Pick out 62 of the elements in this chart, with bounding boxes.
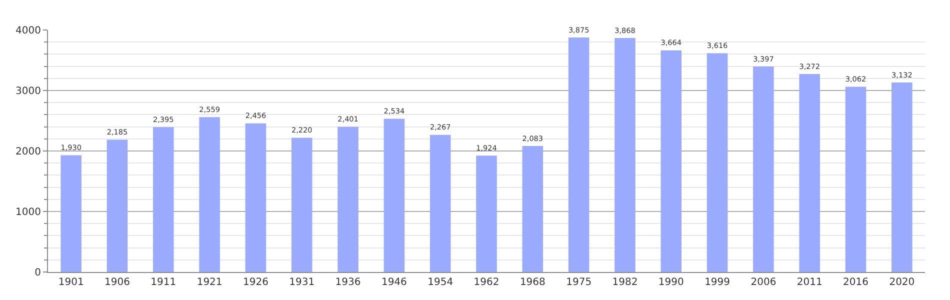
x-tick-label: 1954 [428,277,454,288]
x-tick-label: 1906 [104,277,130,288]
bar [799,74,820,272]
x-tick-label: 1968 [520,277,546,288]
bar [60,155,82,272]
y-tick-label: 1000 [16,207,41,218]
bar [614,38,636,272]
data-label: 1,924 [476,143,498,152]
bar [568,38,590,272]
bar [476,156,497,272]
data-label: 2,401 [338,114,358,124]
data-label: 2,220 [291,126,313,135]
data-label: 2,456 [245,111,266,120]
bar [522,146,544,272]
data-label: 2,559 [199,105,220,114]
x-tick-label: 1921 [196,277,222,288]
data-label: 3,062 [845,74,866,84]
x-tick-label: 2020 [889,277,915,288]
bar [245,123,266,272]
bar [845,86,866,272]
bar [199,117,220,272]
data-label: 1,930 [60,143,82,152]
x-tick-label: 1901 [58,277,84,288]
bar [430,134,451,272]
data-label: 3,875 [568,25,590,34]
y-tick-label: 3000 [16,86,41,97]
x-tick-label: 1990 [658,277,684,288]
x-tick-label: 1975 [566,277,592,288]
x-tick-label: 1926 [242,277,268,288]
x-tick-label: 1982 [612,277,638,288]
bar [153,127,174,272]
data-label: 2,083 [522,134,544,143]
bar [660,50,682,272]
x-tick-label: 1999 [704,277,730,288]
data-label: 2,185 [106,128,128,137]
x-tick-label: 1946 [381,277,407,288]
x-tick-label: 2016 [843,277,868,288]
bar [753,66,774,272]
bar [291,138,312,272]
bar [384,118,405,272]
x-tick-label: 1936 [335,277,361,288]
bar [338,126,358,272]
data-label: 3,868 [614,26,636,35]
x-tick-label: 1962 [474,277,500,288]
x-tick-label: 2006 [750,277,776,288]
x-tick-label: 2011 [796,277,822,288]
data-label: 2,267 [430,122,451,132]
data-label: 2,395 [153,114,174,124]
data-label: 3,132 [892,70,912,80]
y-tick-label: 0 [34,268,41,278]
bar [706,53,728,272]
y-tick-label: 4000 [16,26,41,36]
x-tick-label: 1931 [289,277,315,288]
y-tick-label: 2000 [16,146,41,158]
data-label: 3,616 [706,41,728,50]
data-label: 3,664 [660,38,682,48]
bar [106,140,128,272]
data-label: 3,272 [799,62,820,71]
bar [892,82,912,272]
data-label: 2,534 [384,106,405,116]
x-tick-label: 1911 [150,277,176,288]
data-label: 3,397 [753,54,774,64]
